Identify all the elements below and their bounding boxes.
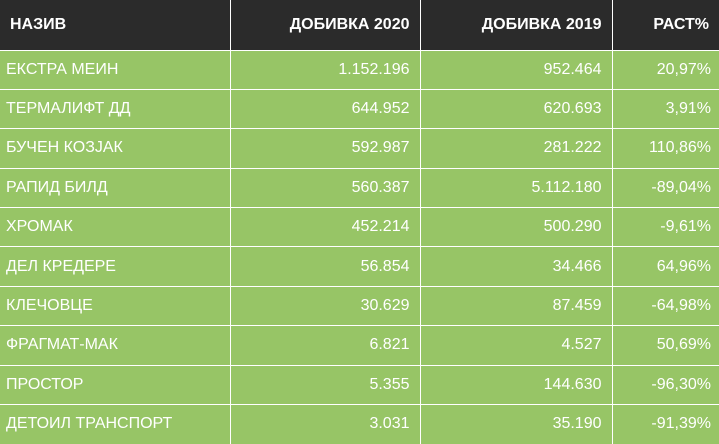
- company-name: ДЕЛ КРЕДЕРЕ: [0, 246, 231, 287]
- profit-2020: 6.821: [230, 325, 421, 366]
- company-name: ДЕТОИЛ ТРАНСПОРТ: [0, 404, 231, 444]
- company-name: БУЧЕН КОЗЈАК: [0, 128, 231, 169]
- table-body: ЕКСТРА МЕИН 1.152.196 952.464 20,97% ТЕР…: [0, 49, 719, 444]
- header-growth: РАСТ%: [612, 0, 719, 50]
- table-row: ТЕРМАЛИФТ ДД 644.952 620.693 3,91%: [0, 88, 719, 129]
- header-profit-2019: ДОБИВКА 2019: [420, 0, 613, 50]
- table-row: ДЕТОИЛ ТРАНСПОРТ 3.031 35.190 -91,39%: [0, 404, 719, 444]
- profit-2019: 4.527: [420, 325, 613, 366]
- company-name: ФРАГМАТ-МАК: [0, 325, 231, 366]
- table-row: ХРОМАК 452.214 500.290 -9,61%: [0, 207, 719, 247]
- growth-percent: 50,69%: [612, 325, 719, 366]
- profit-2019: 500.290: [420, 207, 613, 247]
- profit-2019: 620.693: [420, 88, 613, 129]
- table-row: КЛЕЧОВЦЕ 30.629 87.459 -64,98%: [0, 285, 719, 326]
- company-name: РАПИД БИЛД: [0, 167, 231, 208]
- profit-2020: 592.987: [230, 128, 421, 169]
- profit-2020: 452.214: [230, 207, 421, 247]
- growth-percent: 20,97%: [612, 49, 719, 90]
- company-name: ТЕРМАЛИФТ ДД: [0, 88, 231, 129]
- profit-2020: 5.355: [230, 364, 421, 405]
- profit-2020: 3.031: [230, 404, 421, 444]
- profit-2020: 560.387: [230, 167, 421, 208]
- table-row: РАПИД БИЛД 560.387 5.112.180 -89,04%: [0, 167, 719, 208]
- profit-2019: 5.112.180: [420, 167, 613, 208]
- growth-percent: -9,61%: [612, 207, 719, 247]
- company-name: ЕКСТРА МЕИН: [0, 49, 231, 90]
- profit-2019: 35.190: [420, 404, 613, 444]
- profit-2019: 281.222: [420, 128, 613, 169]
- profit-2019: 952.464: [420, 49, 613, 90]
- company-name: КЛЕЧОВЦЕ: [0, 285, 231, 326]
- growth-percent: 110,86%: [612, 128, 719, 169]
- profit-2020: 644.952: [230, 88, 421, 129]
- table-row: ЕКСТРА МЕИН 1.152.196 952.464 20,97%: [0, 49, 719, 90]
- table-row: БУЧЕН КОЗЈАК 592.987 281.222 110,86%: [0, 128, 719, 169]
- growth-percent: 3,91%: [612, 88, 719, 129]
- growth-percent: -64,98%: [612, 285, 719, 326]
- company-name: ПРОСТОР: [0, 364, 231, 405]
- profit-2019: 34.466: [420, 246, 613, 287]
- table-row: ФРАГМАТ-МАК 6.821 4.527 50,69%: [0, 325, 719, 366]
- profit-2020: 1.152.196: [230, 49, 421, 90]
- profit-2020: 56.854: [230, 246, 421, 287]
- profit-2019: 144.630: [420, 364, 613, 405]
- company-name: ХРОМАК: [0, 207, 231, 247]
- growth-percent: -89,04%: [612, 167, 719, 208]
- growth-percent: 64,96%: [612, 246, 719, 287]
- header-profit-2020: ДОБИВКА 2020: [230, 0, 421, 50]
- header-row: НАЗИВ ДОБИВКА 2020 ДОБИВКА 2019 РАСТ%: [0, 0, 719, 50]
- table-row: ПРОСТОР 5.355 144.630 -96,30%: [0, 364, 719, 405]
- table-header: НАЗИВ ДОБИВКА 2020 ДОБИВКА 2019 РАСТ%: [0, 0, 719, 50]
- profit-2020: 30.629: [230, 285, 421, 326]
- header-name: НАЗИВ: [0, 0, 231, 50]
- profit-2019: 87.459: [420, 285, 613, 326]
- growth-percent: -96,30%: [612, 364, 719, 405]
- growth-percent: -91,39%: [612, 404, 719, 444]
- table-row: ДЕЛ КРЕДЕРЕ 56.854 34.466 64,96%: [0, 246, 719, 287]
